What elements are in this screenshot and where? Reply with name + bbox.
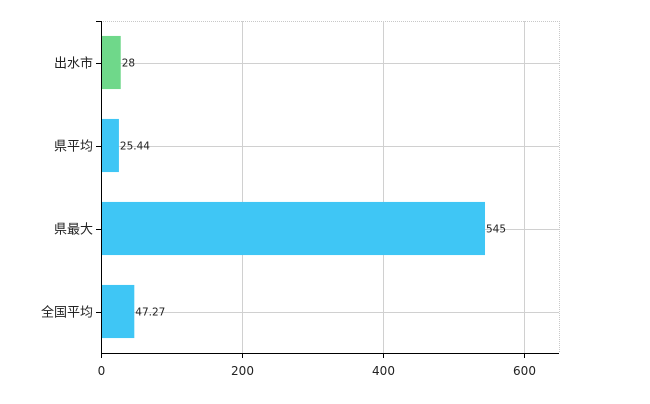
bar [101, 201, 486, 256]
data-label: 545 [486, 224, 506, 236]
data-label: 25.44 [120, 141, 150, 153]
label-layer: 0 200 400 600 28 出水市 25.44 県平均 545 県最大 47.27 全国平均 [41, 56, 536, 379]
grid-layer [101, 21, 560, 353]
category-label: 出水市 [54, 56, 93, 72]
bar-layer [101, 35, 486, 339]
x-tick-label: 400 [372, 364, 395, 378]
axis-layer [96, 21, 559, 358]
category-label: 県最大 [54, 223, 93, 238]
data-label: 47.27 [135, 307, 165, 319]
bar [101, 35, 121, 90]
data-label: 28 [122, 58, 135, 70]
x-tick-label: 600 [513, 364, 536, 378]
category-label: 県平均 [54, 140, 93, 155]
x-tick-label: 200 [231, 364, 254, 378]
x-tick-label: 0 [98, 364, 106, 378]
bar [101, 284, 135, 339]
category-label: 全国平均 [41, 305, 93, 321]
bar [101, 118, 119, 173]
